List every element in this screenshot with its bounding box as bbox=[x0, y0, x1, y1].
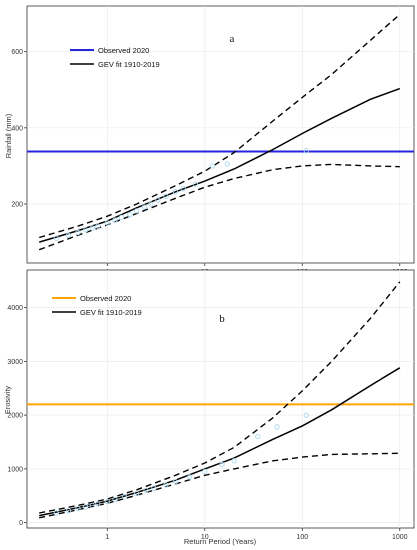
observation-point bbox=[75, 229, 81, 236]
legend-label-fit: GEV fit 1910-2019 bbox=[98, 60, 160, 69]
observation-point bbox=[172, 189, 179, 195]
observation-point bbox=[274, 424, 280, 430]
observation-point bbox=[219, 461, 225, 468]
panel-a-y-axis-title: Rainfall (mm) bbox=[4, 113, 13, 158]
observation-point bbox=[83, 227, 89, 233]
gev-fit-line bbox=[38, 87, 401, 243]
y-tick-label: 1000 bbox=[7, 466, 23, 473]
observation-point bbox=[134, 208, 140, 214]
confidence-bound-line bbox=[39, 452, 400, 519]
panel-a-legend: Observed 2020 GEV fit 1910-2019 bbox=[70, 46, 160, 69]
observation-point bbox=[209, 163, 216, 169]
observation-point bbox=[112, 217, 118, 223]
observation-point bbox=[151, 485, 157, 491]
panel-a-frame bbox=[26, 5, 415, 264]
observation-point bbox=[95, 501, 101, 507]
observation-point bbox=[192, 181, 198, 187]
observation-point bbox=[141, 204, 148, 210]
observation-point bbox=[143, 487, 149, 494]
x-tick-label: 100 bbox=[296, 534, 308, 541]
observation-point bbox=[155, 197, 161, 203]
observation-point bbox=[121, 494, 128, 500]
y-tick-label: 4000 bbox=[7, 305, 23, 312]
panel-a-label: a bbox=[230, 33, 235, 45]
observation-point bbox=[255, 433, 261, 440]
observation-point bbox=[134, 490, 140, 497]
observation-point bbox=[75, 505, 81, 512]
observation-point bbox=[89, 502, 95, 509]
y-tick-label: 2000 bbox=[7, 413, 23, 420]
observation-point bbox=[148, 201, 154, 207]
observation-point bbox=[118, 214, 125, 220]
panel-a-gridlines bbox=[27, 6, 414, 263]
observation-point bbox=[231, 458, 237, 464]
observation-point bbox=[303, 412, 309, 418]
y-tick-label: 600 bbox=[11, 49, 23, 56]
x-tick-label: 1 bbox=[105, 534, 109, 541]
observation-point bbox=[112, 496, 118, 503]
panel-b-legend: Observed 2020 GEV fit 1910-2019 bbox=[52, 294, 142, 317]
confidence-bound-line bbox=[38, 163, 400, 251]
observation-point bbox=[224, 161, 230, 167]
gev-fit-line bbox=[39, 367, 401, 517]
observation-point bbox=[104, 220, 110, 226]
confidence-bound-line bbox=[39, 281, 401, 514]
panel-b-label: b bbox=[219, 313, 225, 325]
panel-a: 1101001000200400600 a Rainfall (mm) Obse… bbox=[4, 5, 415, 276]
observation-point bbox=[127, 211, 133, 218]
observation-point bbox=[53, 510, 59, 516]
panel-b-gridlines bbox=[27, 270, 414, 528]
observation-point bbox=[83, 504, 89, 510]
legend-label-fit: GEV fit 1910-2019 bbox=[80, 308, 142, 317]
panel-a-data bbox=[27, 13, 414, 251]
observation-point bbox=[163, 482, 169, 488]
x-tick-label: 10 bbox=[201, 534, 209, 541]
observation-point bbox=[163, 193, 169, 200]
observation-point bbox=[187, 474, 193, 480]
legend-label-observed: Observed 2020 bbox=[98, 46, 149, 55]
y-tick-label: 400 bbox=[11, 125, 23, 132]
x-tick-label: 1000 bbox=[392, 534, 408, 541]
observation-point bbox=[65, 508, 72, 514]
x-axis-title: Return Period (Years) bbox=[184, 537, 257, 546]
legend-label-observed: Observed 2020 bbox=[80, 294, 131, 303]
y-tick-label: 3000 bbox=[7, 359, 23, 366]
observation-point bbox=[303, 148, 309, 154]
observation-point bbox=[104, 499, 110, 505]
observation-point bbox=[53, 235, 59, 241]
observation-point bbox=[202, 468, 208, 475]
panel-b-y-axis-title: Erosivity bbox=[3, 386, 12, 415]
observation-point bbox=[65, 232, 72, 238]
y-tick-label: 0 bbox=[19, 520, 23, 527]
y-tick-label: 200 bbox=[11, 201, 23, 208]
panel-b-data bbox=[27, 281, 414, 519]
observation-point bbox=[172, 479, 179, 485]
observation-point bbox=[180, 186, 186, 192]
observation-point bbox=[89, 225, 95, 231]
panel-b-axes: 1 10 100 1000 0 1000 2000 3000 4000 bbox=[7, 305, 407, 541]
observation-point bbox=[95, 223, 101, 229]
